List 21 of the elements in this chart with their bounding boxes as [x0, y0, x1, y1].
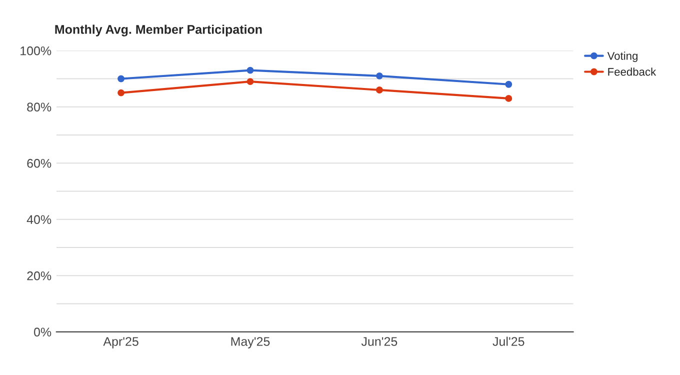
point: [505, 80, 512, 88]
x-tick-label: Apr'25: [103, 337, 138, 348]
y-tick-label: 80%: [27, 102, 52, 112]
y-tick-label: 0%: [34, 328, 52, 337]
x-tick-label: May'25: [231, 337, 270, 348]
y-tick-label: 20%: [27, 271, 52, 280]
y-tick-label: 40%: [26, 215, 52, 224]
point: [246, 66, 254, 74]
point: [376, 72, 383, 80]
x-tick-label: Jul'25: [492, 336, 524, 346]
y-tick-label: 60%: [27, 158, 52, 168]
x-tick-label: Jun'25: [361, 337, 398, 346]
point: [505, 94, 512, 102]
point: [118, 89, 125, 96]
point: [376, 86, 383, 94]
chart-title: Monthly Avg. Member Participation: [55, 24, 262, 36]
point: [118, 75, 125, 82]
legend-label: Voting: [607, 52, 638, 62]
y-tick-label: 100%: [20, 46, 52, 56]
point: [246, 78, 254, 86]
legend-label: Feedback: [608, 68, 656, 76]
